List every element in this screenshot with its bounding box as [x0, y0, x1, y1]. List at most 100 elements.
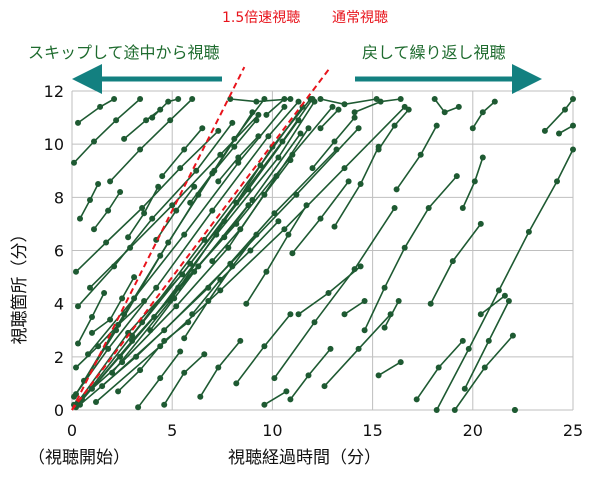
- data-point: [165, 239, 172, 246]
- data-point: [233, 380, 240, 387]
- data-point: [157, 375, 164, 382]
- data-point: [275, 154, 282, 161]
- data-point: [461, 385, 468, 392]
- data-series: [187, 117, 260, 206]
- data-point: [227, 96, 234, 102]
- ref-label-normal: 通常視聴: [332, 10, 388, 26]
- data-point: [562, 106, 568, 113]
- data-series: [129, 117, 302, 339]
- data-series: [413, 337, 466, 403]
- data-point: [501, 292, 508, 299]
- data-point: [289, 151, 296, 158]
- data-point: [187, 260, 194, 267]
- data-series: [243, 202, 310, 307]
- data-point: [143, 117, 150, 124]
- data-point: [217, 276, 224, 283]
- series-line: [117, 321, 189, 392]
- data-point: [185, 319, 192, 326]
- data-point: [119, 359, 126, 366]
- data-point: [459, 205, 466, 211]
- data-series: [461, 298, 512, 392]
- series-line: [91, 276, 135, 334]
- data-point: [215, 127, 222, 134]
- data-point: [237, 337, 244, 344]
- data-series: [427, 220, 484, 307]
- data-point: [205, 284, 212, 291]
- data-series: [233, 311, 294, 387]
- data-point: [189, 311, 196, 318]
- data-point: [417, 151, 424, 158]
- data-series: [341, 298, 368, 318]
- data-point: [137, 146, 144, 153]
- data-series: [271, 205, 398, 382]
- data-point: [393, 186, 400, 193]
- data-point: [139, 205, 146, 211]
- data-series-layer: [71, 96, 576, 413]
- data-point: [525, 228, 532, 235]
- data-point: [181, 369, 188, 376]
- data-point: [199, 125, 206, 132]
- data-point: [391, 122, 398, 129]
- data-point: [91, 138, 97, 145]
- series-line: [73, 98, 141, 164]
- data-series: [115, 319, 192, 395]
- data-point: [253, 98, 260, 105]
- data-point: [173, 303, 180, 310]
- data-point: [281, 226, 288, 233]
- data-series: [361, 173, 460, 334]
- data-point: [169, 202, 176, 209]
- data-point: [275, 218, 282, 225]
- data-series: [459, 154, 486, 211]
- data-point: [479, 109, 486, 116]
- data-point: [556, 130, 562, 137]
- data-point: [570, 96, 576, 102]
- data-point: [175, 96, 182, 102]
- data-point: [137, 96, 144, 102]
- data-point: [495, 287, 502, 294]
- data-point: [95, 181, 102, 187]
- data-point: [105, 345, 112, 352]
- data-series: [117, 103, 336, 360]
- series-line: [319, 109, 340, 129]
- series-line: [544, 98, 574, 132]
- data-point: [293, 191, 300, 198]
- data-point: [441, 109, 448, 116]
- data-point: [115, 321, 122, 328]
- data-point: [73, 391, 79, 398]
- data-series: [287, 345, 334, 403]
- data-point: [355, 345, 362, 352]
- series-line: [79, 148, 338, 406]
- data-point: [225, 244, 232, 251]
- reference-line-1: [71, 66, 332, 411]
- data-point: [255, 111, 262, 118]
- data-point: [177, 165, 184, 172]
- data-point: [245, 186, 252, 193]
- data-point: [167, 117, 174, 124]
- data-point: [107, 178, 114, 185]
- data-point: [570, 122, 576, 129]
- data-point: [305, 372, 312, 379]
- series-line: [333, 146, 380, 228]
- data-point: [221, 234, 228, 241]
- series-line: [263, 390, 287, 406]
- data-point: [109, 369, 116, 376]
- data-point: [73, 364, 79, 371]
- y-tick-label-2: 4: [54, 295, 64, 314]
- data-point: [485, 337, 492, 344]
- data-point: [217, 151, 224, 158]
- data-series: [71, 96, 144, 166]
- data-point: [554, 178, 560, 185]
- data-series: [431, 96, 462, 116]
- series-line: [109, 98, 193, 182]
- data-point: [317, 125, 324, 132]
- x-axis-origin-label: （視聴開始）: [28, 448, 130, 468]
- data-series: [317, 96, 380, 108]
- data-point: [295, 117, 302, 124]
- data-point: [271, 375, 278, 382]
- data-point: [75, 303, 81, 310]
- data-point: [133, 353, 140, 360]
- annotation-repeat: 戻して繰り返し視聴: [362, 43, 506, 62]
- data-point: [89, 385, 95, 392]
- data-point: [433, 122, 440, 129]
- data-series: [469, 98, 498, 132]
